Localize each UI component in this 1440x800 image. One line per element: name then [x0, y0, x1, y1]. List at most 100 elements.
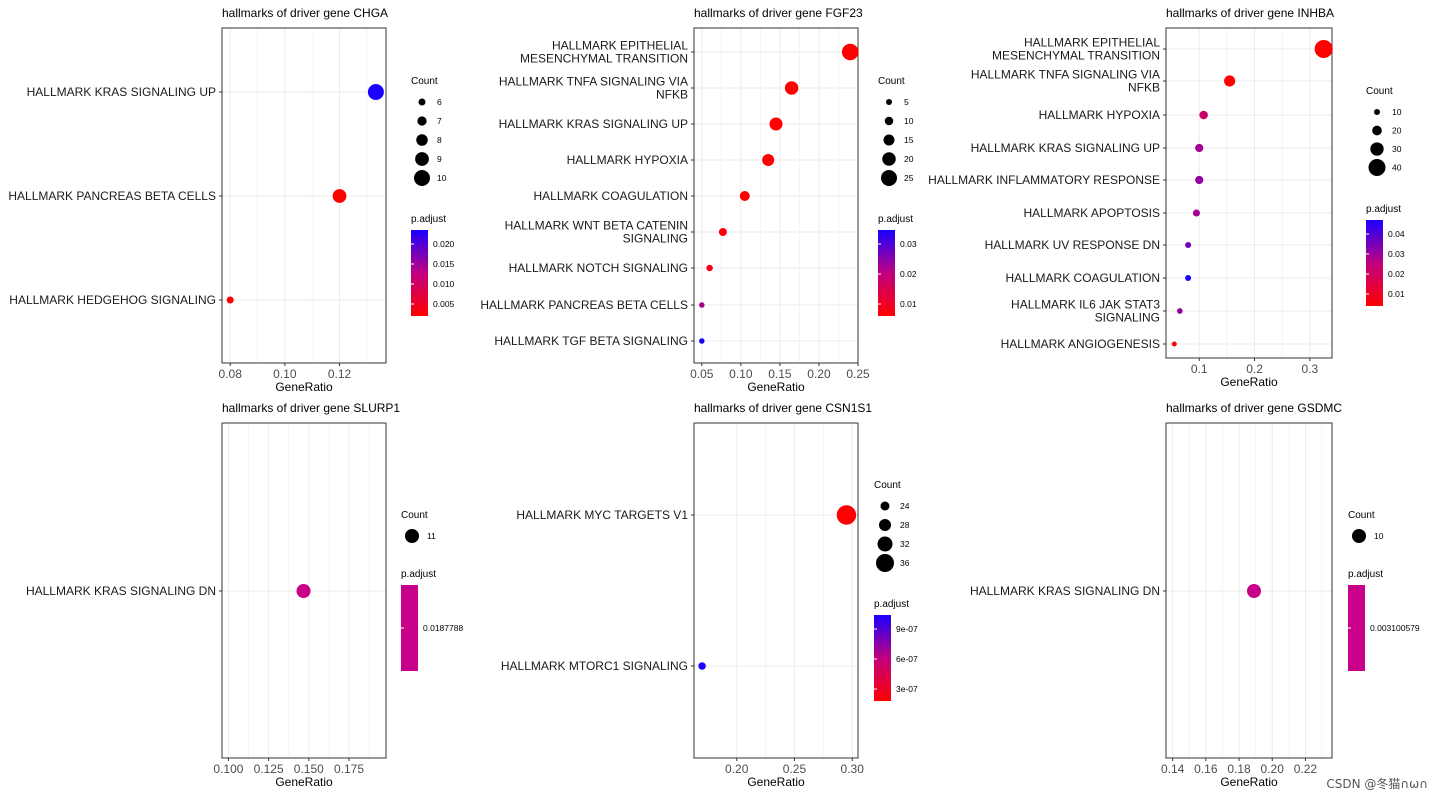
category-label-line: HALLMARK PANCREAS BETA CELLS [8, 189, 216, 203]
category-label-line: HALLMARK MTORC1 SIGNALING [501, 659, 688, 673]
chart-panel-1: hallmarks of driver gene FGF23 HALLMARK E… [480, 6, 916, 394]
count-legend-dot [879, 519, 891, 531]
x-tick-label: 0.20 [725, 762, 749, 776]
category-label: HALLMARK KRAS SIGNALING UP [27, 85, 216, 99]
data-point [1177, 308, 1183, 314]
x-axis-title: GeneRatio [1220, 775, 1278, 789]
data-point [367, 84, 384, 100]
count-legend-dot [880, 501, 890, 511]
count-legend-title: Count [401, 510, 428, 521]
category-label-line: HALLMARK KRAS SIGNALING UP [971, 141, 1160, 155]
category-label-line: HALLMARK KRAS SIGNALING UP [499, 117, 688, 131]
category-label-line: HALLMARK KRAS SIGNALING UP [27, 85, 216, 99]
category-label: HALLMARK TGF BETA SIGNALING [494, 334, 688, 348]
padj-legend-label: 3e-07 [896, 684, 918, 694]
count-legend-dot [881, 170, 897, 186]
count-legend-title: Count [874, 480, 901, 491]
x-tick-label: 0.05 [690, 367, 714, 381]
data-point [698, 662, 706, 670]
padj-legend-label: 0.01 [900, 299, 917, 309]
chart-panel-5: hallmarks of driver gene GSDMC HALLMARK K… [970, 401, 1420, 789]
chart-panel-4: hallmarks of driver gene CSN1S1 HALLMARK … [501, 401, 918, 789]
category-label-line: HALLMARK KRAS SIGNALING DN [970, 584, 1160, 598]
data-point [699, 338, 705, 344]
padj-legend-label: 0.003100579 [1370, 623, 1420, 633]
count-legend-label: 7 [437, 116, 442, 126]
padj-colorbar [411, 230, 428, 316]
category-label-line: HALLMARK WNT BETA CATENIN [505, 219, 688, 233]
category-label: HALLMARK COAGULATION [1006, 271, 1160, 285]
category-label: HALLMARK INFLAMMATORY RESPONSE [928, 173, 1160, 187]
count-legend-dot [884, 116, 894, 126]
data-point [1195, 175, 1204, 185]
x-tick-label: 0.20 [1261, 762, 1285, 776]
data-point [769, 117, 783, 131]
count-legend-label: 9 [437, 154, 442, 164]
data-point [332, 189, 347, 203]
count-legend-dot [876, 554, 894, 572]
padj-legend-title: p.adjust [1366, 204, 1401, 215]
x-tick-label: 0.10 [729, 367, 753, 381]
padj-legend-label: 0.03 [1388, 249, 1405, 259]
data-point [1195, 143, 1204, 153]
count-legend-dot [1372, 125, 1382, 136]
padj-legend-title: p.adjust [411, 214, 446, 225]
category-label-line: HALLMARK NOTCH SIGNALING [509, 261, 688, 275]
chart-title: hallmarks of driver gene SLURP1 [222, 401, 400, 415]
category-label-line: HALLMARK COAGULATION [534, 189, 688, 203]
category-label-line: HALLMARK ANGIOGENESIS [1001, 337, 1160, 351]
count-legend-title: Count [1348, 510, 1375, 521]
category-label: HALLMARK NOTCH SIGNALING [509, 261, 688, 275]
data-point [699, 302, 705, 308]
data-point [836, 505, 857, 525]
count-legend-label: 10 [437, 173, 447, 183]
category-label: HALLMARK WNT BETA CATENIN SIGNALING [505, 219, 688, 246]
count-legend-dot [416, 134, 428, 146]
padj-colorbar [874, 615, 891, 701]
chart-title: hallmarks of driver gene CSN1S1 [694, 401, 872, 415]
x-axis-title: GeneRatio [275, 775, 333, 789]
count-legend-label: 25 [904, 173, 914, 183]
x-axis-title: GeneRatio [747, 775, 805, 789]
count-legend-dot [418, 98, 426, 106]
data-point [226, 296, 234, 304]
category-label-line: HALLMARK PANCREAS BETA CELLS [480, 298, 688, 312]
x-axis-title: GeneRatio [747, 380, 805, 394]
chart-panel-0: hallmarks of driver gene CHGA HALLMARK KR… [8, 6, 454, 394]
chart-title: hallmarks of driver gene GSDMC [1166, 401, 1342, 415]
count-legend-dot [1374, 109, 1380, 115]
data-point [1171, 341, 1177, 347]
data-point [1185, 242, 1192, 248]
x-tick-label: 0.15 [768, 367, 792, 381]
category-label-line: HALLMARK COAGULATION [1006, 271, 1160, 285]
padj-legend-label: 6e-07 [896, 654, 918, 664]
category-label: HALLMARK TNFA SIGNALING VIA NFKB [499, 75, 688, 102]
x-tick-label: 0.14 [1161, 762, 1185, 776]
x-tick-label: 0.100 [213, 762, 243, 776]
plot-frame [1165, 27, 1333, 359]
data-point [784, 81, 799, 95]
x-tick-label: 0.25 [846, 367, 870, 381]
data-point [739, 191, 750, 201]
category-label-line: HALLMARK UV RESPONSE DN [985, 238, 1160, 252]
padj-colorbar [401, 585, 418, 671]
count-legend-dot [883, 134, 895, 146]
chart-panel-3: hallmarks of driver gene SLURP1 HALLMARK … [26, 401, 464, 789]
count-legend-label: 24 [900, 501, 910, 511]
padj-legend-label: 0.020 [433, 239, 455, 249]
category-label: HALLMARK IL6 JAK STAT3 SIGNALING [1011, 298, 1160, 325]
x-tick-label: 0.16 [1194, 762, 1218, 776]
category-label: HALLMARK HEDGEHOG SIGNALING [9, 293, 216, 307]
chart-title: hallmarks of driver gene FGF23 [694, 6, 863, 20]
x-tick-label: 0.22 [1294, 762, 1318, 776]
plot-frame [693, 422, 859, 759]
category-label-line: MESENCHYMAL TRANSITION [520, 52, 688, 66]
category-label: HALLMARK HYPOXIA [1039, 108, 1160, 122]
count-legend-label: 15 [904, 135, 914, 145]
category-label: HALLMARK HYPOXIA [567, 153, 688, 167]
padj-legend-label: 9e-07 [896, 624, 918, 634]
data-point [718, 228, 727, 236]
padj-legend-label: 0.04 [1388, 229, 1405, 239]
padj-legend-label: 0.03 [900, 239, 917, 249]
count-legend-dot [882, 152, 896, 166]
